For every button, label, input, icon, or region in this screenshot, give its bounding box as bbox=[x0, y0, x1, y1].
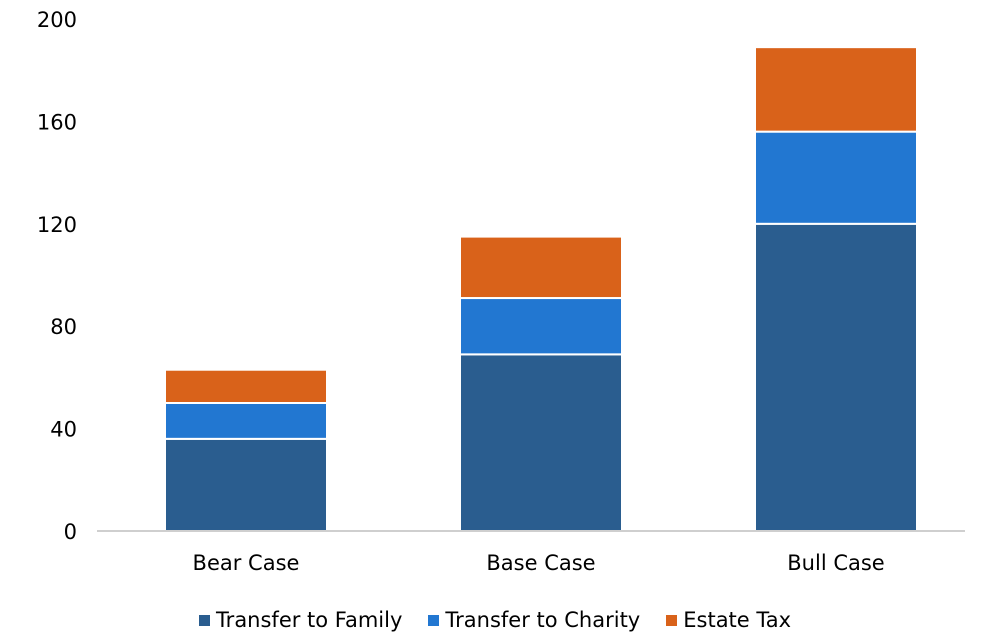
bar-segment bbox=[459, 297, 623, 356]
x-category-label: Bull Case bbox=[787, 551, 884, 575]
x-axis-labels: Bear Case Base Case Bull Case bbox=[193, 551, 885, 575]
chart-plot: 0 40 80 120 160 200 Bear Case Base Case Bull Ca… bbox=[37, 8, 965, 575]
x-category-label: Base Case bbox=[486, 551, 595, 575]
y-tick-label: 40 bbox=[50, 418, 77, 442]
bar-segment bbox=[459, 353, 623, 532]
bars bbox=[164, 46, 918, 533]
bar-segment bbox=[754, 46, 918, 133]
legend-item-family: Transfer to Family bbox=[198, 608, 403, 632]
y-tick-label: 160 bbox=[37, 110, 77, 134]
legend-swatch-estate-tax bbox=[666, 614, 678, 626]
legend-label-charity: Transfer to Charity bbox=[445, 608, 641, 632]
y-tick-label: 80 bbox=[50, 315, 77, 339]
y-tick-label: 200 bbox=[37, 8, 77, 32]
x-category-label: Bear Case bbox=[193, 551, 300, 575]
bar-segment bbox=[754, 130, 918, 225]
bar-segment bbox=[754, 222, 918, 533]
bar-segment bbox=[459, 235, 623, 300]
legend: Transfer to Family Transfer to Charity E… bbox=[0, 608, 990, 632]
y-tick-label: 0 bbox=[64, 520, 77, 544]
legend-swatch-charity bbox=[428, 614, 440, 626]
bar-segment bbox=[164, 368, 328, 404]
legend-label-family: Transfer to Family bbox=[215, 608, 403, 632]
legend-label-estate-tax: Estate Tax bbox=[683, 608, 792, 632]
y-axis-ticks: 0 40 80 120 160 200 bbox=[37, 8, 77, 544]
y-tick-label: 120 bbox=[37, 213, 77, 237]
legend-item-estate-tax: Estate Tax bbox=[666, 608, 791, 632]
legend-item-charity: Transfer to Charity bbox=[428, 608, 640, 632]
legend-swatch-family bbox=[198, 614, 210, 626]
bar-segment bbox=[164, 402, 328, 440]
bar-segment bbox=[164, 437, 328, 532]
